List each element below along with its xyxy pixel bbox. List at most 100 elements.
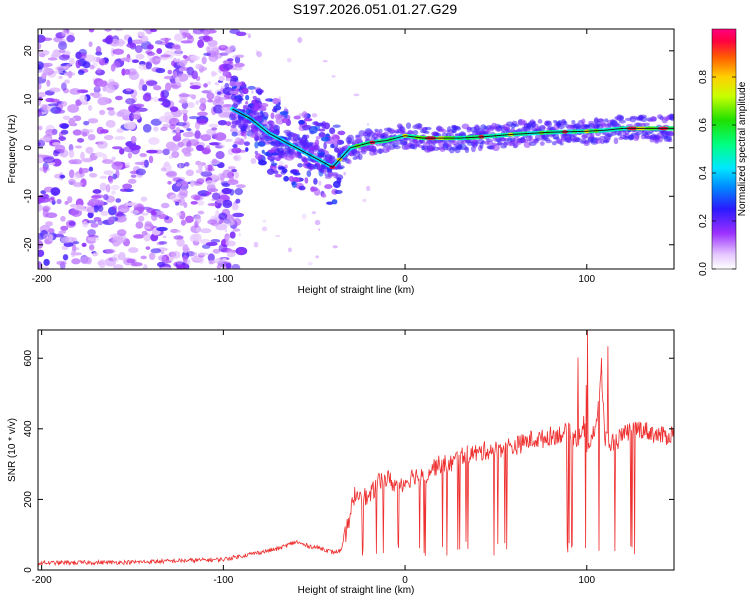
spectrogram-cell (181, 147, 191, 154)
spectrogram-cell (238, 249, 245, 255)
spectrogram-cell (38, 69, 46, 74)
spectrogram-cell (238, 232, 241, 237)
snr-x-tick-label: -200 (32, 575, 52, 586)
spectrogram-cell (222, 107, 228, 113)
spectrogram-cell (155, 67, 166, 74)
spectrogram-cell (297, 163, 303, 168)
spectrogram-cell (200, 134, 212, 142)
spectrogram-cell (97, 140, 108, 149)
spectrogram-cell (69, 88, 82, 95)
spectrogram-cell (323, 141, 327, 150)
spectrogram-cell (134, 45, 143, 54)
spectrogram-cell (115, 198, 122, 203)
spectrogram-y-tick-label: -10 (23, 189, 34, 204)
spectrogram-cell (234, 81, 243, 87)
spectrogram-cell (218, 75, 225, 82)
spectrogram-cell (158, 240, 168, 245)
spectrogram-cell (92, 194, 104, 199)
spectrogram-cell (653, 136, 661, 144)
spectrogram-cell (535, 137, 542, 142)
spectrogram-cell (75, 59, 81, 69)
spectrogram-cell (217, 120, 228, 126)
spectrogram-cell (66, 63, 72, 69)
spectrogram-cell (103, 134, 114, 141)
spectrogram-cell (224, 229, 228, 233)
spectrogram-cell (108, 176, 114, 184)
spectrogram-cell (187, 101, 195, 109)
spectrogram-x-tick-label: -100 (213, 274, 233, 285)
spectrogram-cell (254, 150, 259, 155)
spectrogram-cell (207, 253, 215, 262)
spectrogram-cell (190, 55, 200, 61)
spectrogram-cell (53, 150, 59, 157)
spectrogram-cell (251, 90, 254, 94)
spectrogram-cell (331, 132, 336, 138)
spectrogram-cell (99, 182, 108, 191)
spectrogram-cell (293, 115, 301, 120)
spectrogram-cell (146, 51, 155, 56)
spectrogram-cell (38, 83, 42, 90)
spectrogram-cell (204, 36, 214, 42)
spectrogram-cell (86, 220, 97, 224)
spectrogram-cell (178, 99, 188, 104)
spectrogram-cell (212, 104, 224, 114)
spectrogram-cell (326, 201, 334, 205)
spectrogram-cell (97, 80, 108, 87)
spectrogram-cell (545, 139, 553, 144)
spectrogram-cell (103, 170, 114, 176)
spectrogram-cell (222, 199, 233, 209)
spectrogram-cell (329, 127, 336, 135)
colorbar-label: Normalized spectral amplitude (737, 81, 748, 216)
spectrogram-cell (206, 183, 216, 193)
spectrogram-cell (64, 79, 70, 84)
spectrogram-cell (205, 241, 218, 247)
spectrogram-cell (670, 115, 674, 120)
spectrogram-cell (231, 203, 239, 211)
spectrogram-cell (283, 175, 290, 182)
spectrogram-cell (150, 118, 162, 126)
spectrogram-cell (207, 164, 213, 172)
spectrogram-cell (594, 138, 602, 144)
spectrogram-cell (668, 131, 674, 137)
spectrogram-cell (108, 109, 116, 116)
spectrogram-cell (134, 161, 146, 166)
spectrogram-cell (202, 30, 211, 36)
spectrogram-cell (135, 104, 143, 108)
spectrogram-cell (221, 187, 232, 195)
spectrogram-cell (88, 166, 94, 172)
spectrogram-cell (486, 140, 494, 145)
spectrogram-cell (229, 44, 236, 50)
spectrogram-cell (218, 212, 228, 221)
spectrogram-cell (583, 140, 590, 147)
spectrogram-cell (165, 141, 177, 150)
spectrogram-cell (206, 80, 212, 86)
spectrogram-cell (320, 136, 330, 142)
spectrogram-cell (447, 142, 452, 147)
spectrogram-cell (180, 109, 189, 114)
spectrogram-cell (235, 198, 241, 204)
spectrogram-x-ticks: -200 -100 0 100 (32, 29, 596, 285)
spectrogram-cell (207, 202, 219, 207)
spectrogram-cell (559, 142, 564, 146)
spectrogram-cell (327, 170, 334, 178)
spectrogram-y-tick-label: 20 (23, 45, 34, 57)
spectrogram-cell (257, 115, 265, 119)
spectrogram-cell (58, 75, 63, 80)
spectrogram-cell (101, 159, 114, 165)
spectrogram-cell (582, 133, 589, 138)
spectrogram-cell (222, 70, 229, 77)
spectrogram-cell (162, 235, 167, 239)
spectrogram-cell (343, 171, 347, 176)
spectrogram-cell (87, 133, 96, 141)
spectrogram-cell (135, 53, 145, 60)
spectrogram-cell (171, 150, 180, 159)
spectrogram-cell (157, 261, 166, 268)
spectrogram-cell (255, 88, 263, 95)
spectrogram-cell (39, 137, 52, 141)
spectrogram-x-tick-label: 100 (578, 274, 595, 285)
spectrogram-cell (407, 129, 414, 135)
spectrogram-cell (194, 214, 202, 224)
spectrogram-cell (146, 149, 158, 154)
spectrogram-cell (148, 155, 154, 164)
spectrogram-cell (208, 89, 213, 94)
